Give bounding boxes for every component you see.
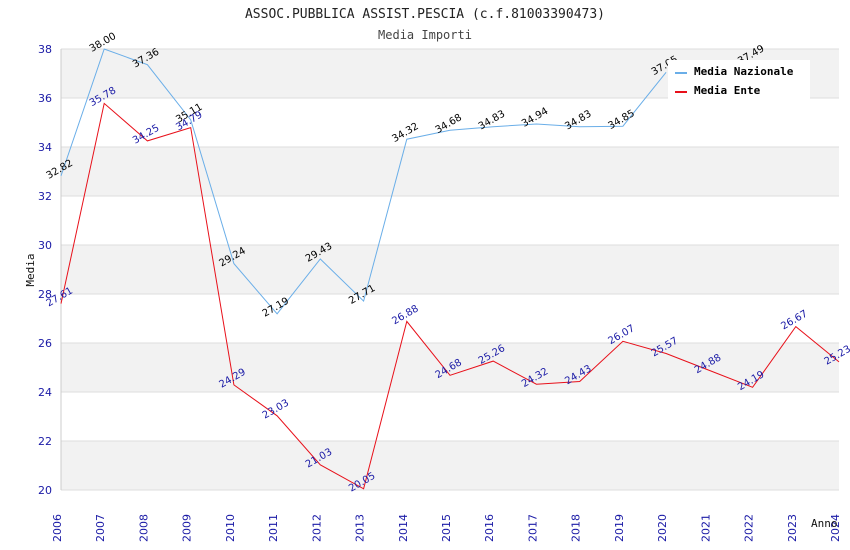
chart-subtitle: Media Importi — [378, 28, 472, 42]
x-tick-label: 2024 — [829, 514, 842, 542]
x-tick-label: 2018 — [570, 514, 583, 542]
x-tick-label: 2020 — [656, 514, 669, 542]
x-tick-label: 2012 — [310, 514, 323, 542]
data-label-ente: 26.88 — [390, 303, 420, 327]
y-tick-label: 22 — [38, 435, 52, 448]
legend-box — [668, 60, 810, 102]
x-tick-label: 2014 — [397, 514, 410, 542]
legend-label-nazionale: Media Nazionale — [694, 65, 794, 78]
y-tick-label: 34 — [38, 141, 52, 154]
legend: Media Nazionale Media Ente — [668, 60, 810, 102]
y-axis-ticks: 20 22 24 26 28 30 32 34 36 38 — [38, 43, 52, 497]
grid-band — [61, 343, 839, 392]
data-label-nazionale: 34.32 — [390, 121, 420, 145]
data-label-nazionale: 34.68 — [434, 112, 464, 136]
y-tick-label: 38 — [38, 43, 52, 56]
grid-bands — [61, 49, 839, 490]
x-axis-label: Anno — [811, 517, 838, 530]
legend-label-ente: Media Ente — [694, 84, 761, 97]
x-axis-ticks: 2006 2007 2008 2009 2010 2011 2012 2013 2014 2015… — [51, 514, 842, 542]
data-label-nazionale: 34.94 — [520, 106, 550, 130]
series-lines — [60, 49, 840, 490]
y-tick-label: 36 — [38, 92, 52, 105]
series-line-ente — [60, 102, 840, 490]
x-tick-label: 2007 — [94, 514, 107, 542]
grid-lines — [60, 48, 839, 491]
x-tick-label: 2009 — [181, 514, 194, 542]
chart-title: ASSOC.PUBBLICA ASSIST.PESCIA (c.f.810033… — [245, 7, 605, 22]
x-tick-label: 2011 — [267, 514, 280, 542]
x-tick-label: 2017 — [526, 514, 539, 542]
y-axis-label: Media — [24, 253, 37, 286]
x-tick-label: 2008 — [137, 514, 150, 542]
y-tick-label: 20 — [38, 484, 52, 497]
data-label-ente: 23.03 — [261, 398, 291, 422]
y-tick-label: 28 — [38, 288, 52, 301]
data-label-nazionale: 34.83 — [563, 109, 593, 133]
y-tick-label: 26 — [38, 337, 52, 350]
x-tick-label: 2006 — [51, 514, 64, 542]
x-tick-label: 2021 — [699, 514, 712, 542]
x-tick-label: 2015 — [440, 514, 453, 542]
x-tick-label: 2023 — [786, 514, 799, 542]
x-tick-label: 2022 — [743, 514, 756, 542]
y-tick-label: 24 — [38, 386, 52, 399]
data-label-nazionale: 34.83 — [477, 109, 507, 133]
grid-band — [61, 147, 839, 196]
data-label-nazionale: 34.85 — [606, 108, 636, 132]
y-tick-label: 32 — [38, 190, 52, 203]
x-tick-label: 2013 — [354, 514, 367, 542]
x-tick-label: 2010 — [224, 514, 237, 542]
grid-band — [61, 245, 839, 294]
data-label-ente: 34.25 — [131, 123, 161, 147]
y-tick-label: 30 — [38, 239, 52, 252]
grid-band — [61, 441, 839, 490]
x-tick-label: 2019 — [613, 514, 626, 542]
x-tick-label: 2016 — [483, 514, 496, 542]
